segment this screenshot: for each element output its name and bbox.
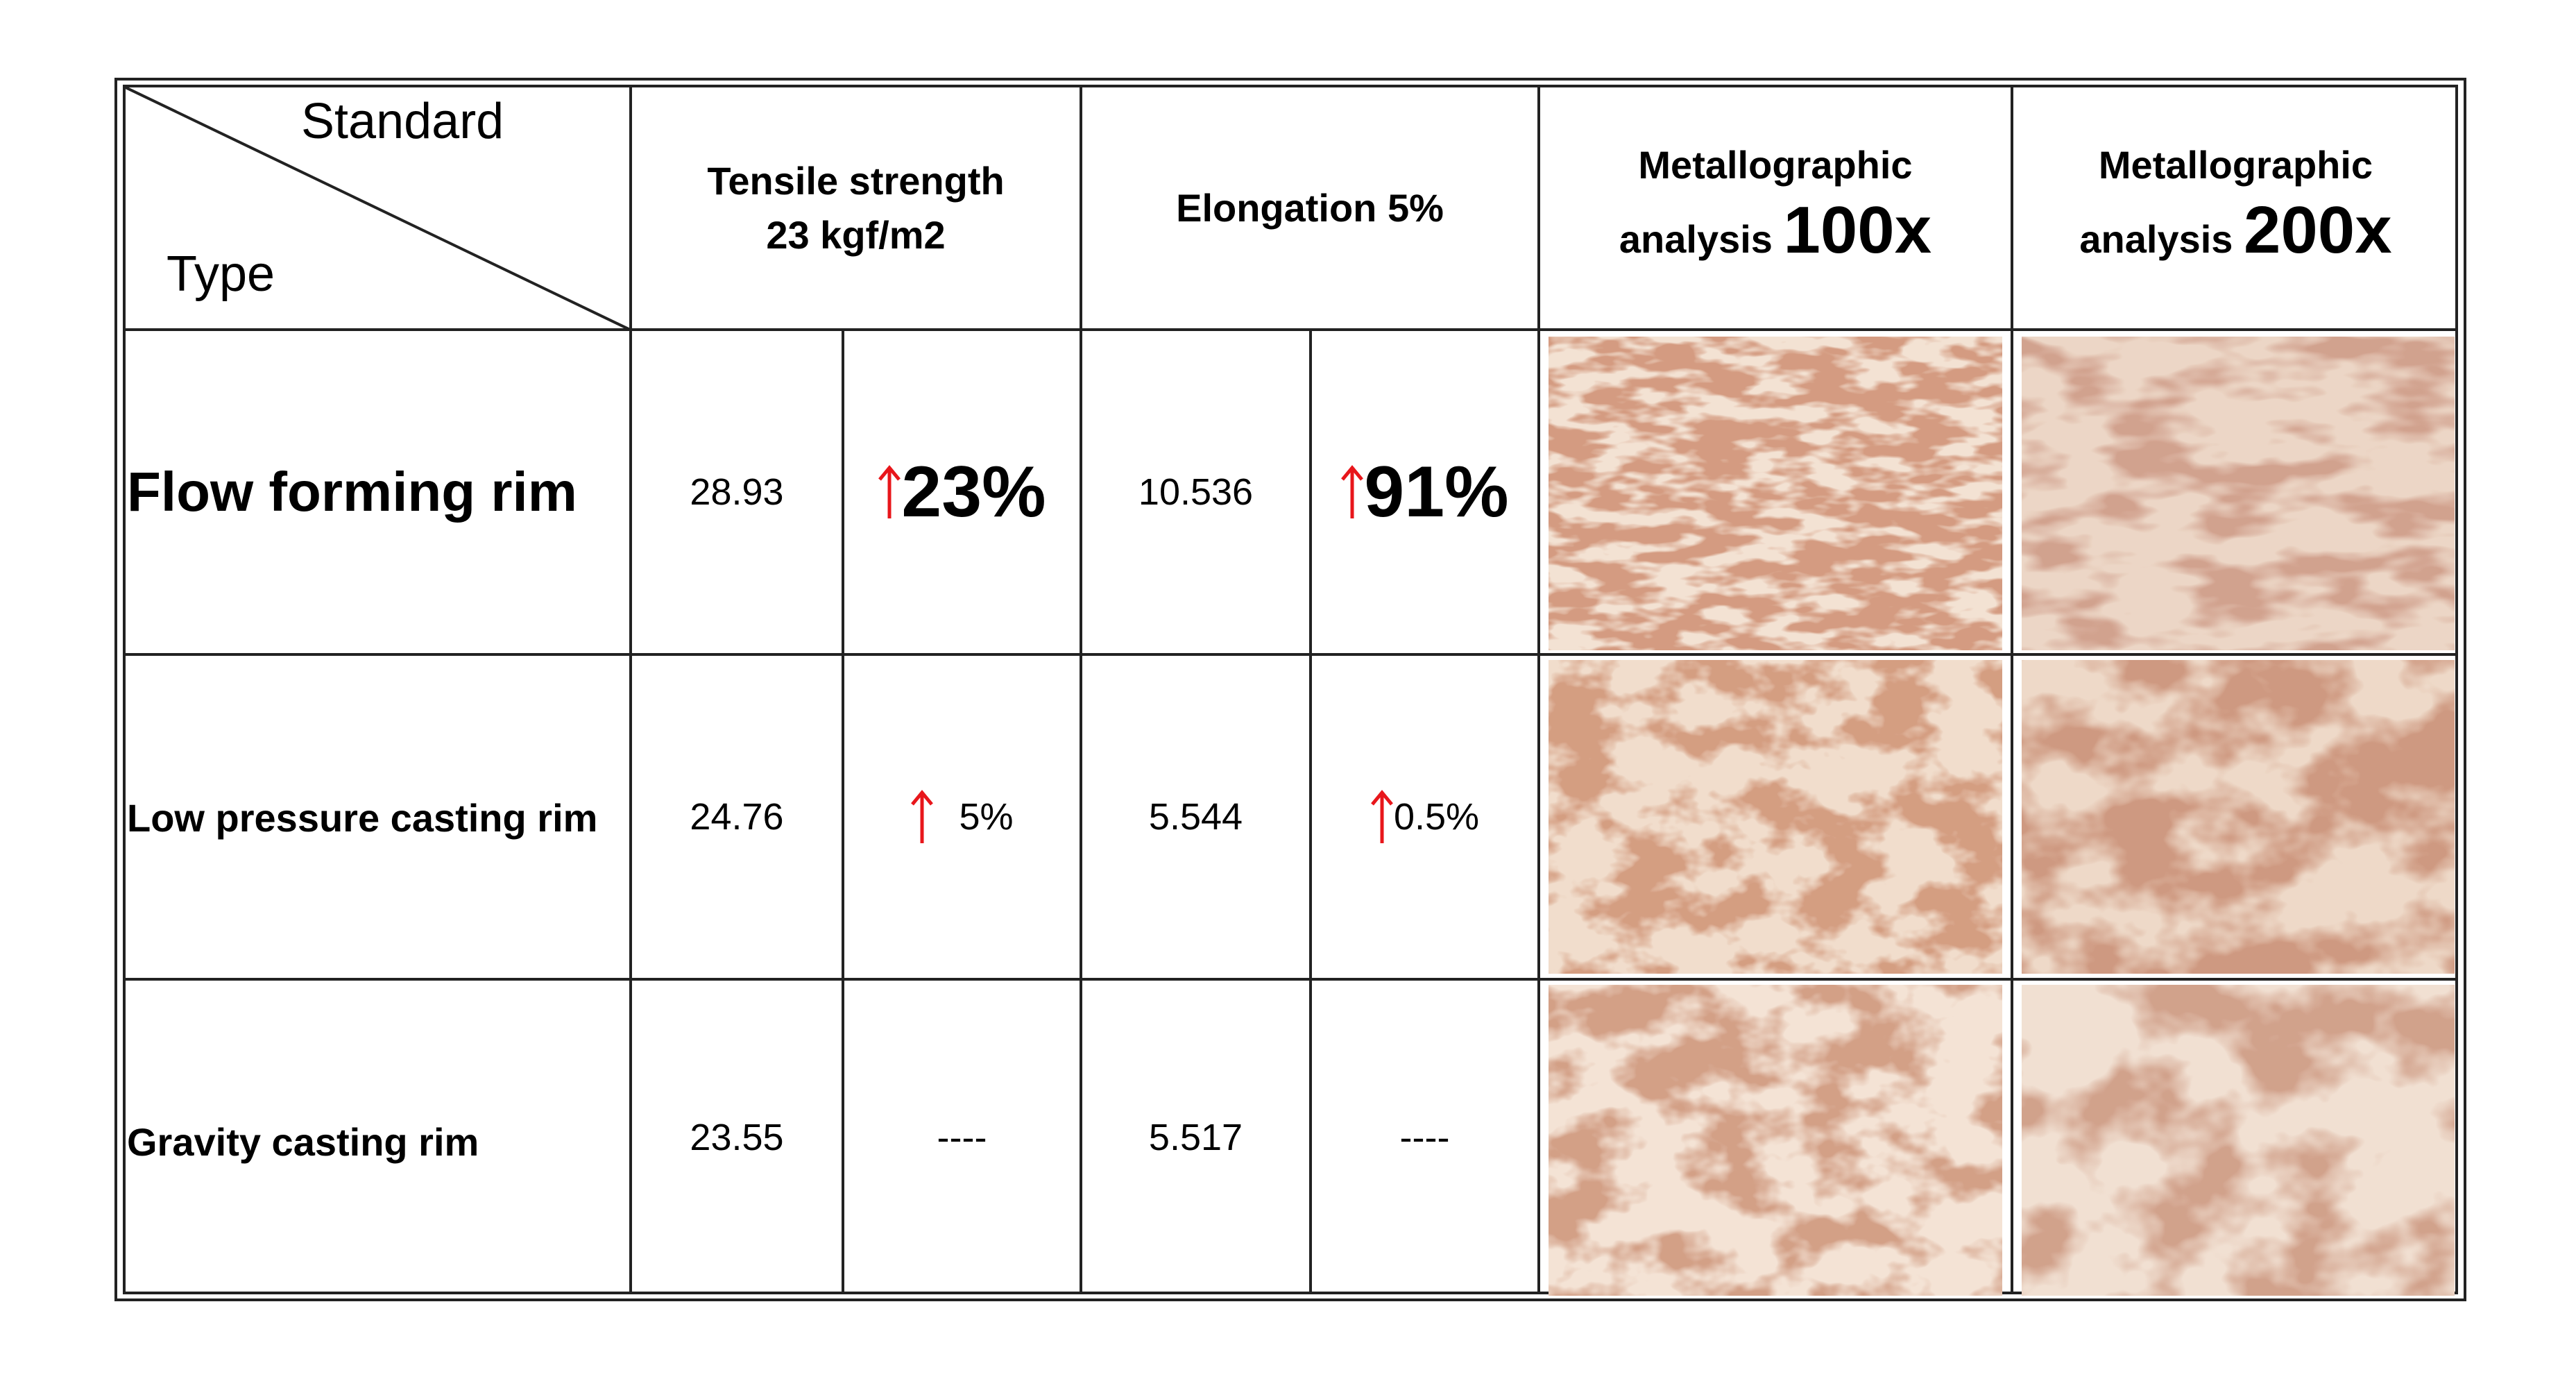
cell-elongation-change: 0.5% [1312,656,1537,978]
row-type-gravity: Gravity casting rim [127,1120,479,1164]
grid-line [123,328,2458,331]
cell-elongation-value: 10.536 [1138,471,1254,513]
header-metallo200-big: 200x [2244,193,2392,267]
cell-tensile-change: 5% [844,656,1080,978]
header-elongation-label: Elongation 5% [1176,185,1444,230]
table-inner-border [123,85,2458,1294]
header-metallo100-small: analysis [1619,217,1773,261]
grid-line [1309,330,1312,1294]
header-metallographic-100x: Metallographic analysis 100x [1540,87,2011,328]
header-metallo100-line2: analysis 100x [1619,192,1931,278]
micrograph-low-pressure-200x [2022,660,2455,974]
header-tensile-line2: 23 kgf/m2 [766,212,946,257]
micrograph-flow-forming-100x [1549,337,2002,650]
row-type-flow-forming: Flow forming rim [127,461,577,523]
cell-tensile-change: ---- [937,1117,987,1158]
cell-tensile-value: 28.93 [690,471,784,513]
cell-elongation-change: ---- [1399,1117,1450,1158]
header-elongation: Elongation 5% [1082,87,1537,328]
header-metallo200-line2: analysis 200x [2079,192,2391,278]
micrograph-flow-forming-200x [2022,337,2455,650]
grid-line [629,85,632,1294]
tensile-change-value: 5% [959,796,1014,838]
header-metallo100-big: 100x [1783,193,1932,267]
header-tensile-line1: Tensile strength [707,158,1005,203]
cell-tensile-value: 24.76 [690,796,784,838]
corner-label-standard: Standard [301,94,504,149]
grid-line [842,330,844,1294]
header-metallo100-line1: Metallographic [1638,143,1913,187]
cell-tensile-change: 23% [844,331,1080,653]
grid-line [1537,85,1540,1294]
header-metallo200-small: analysis [2079,217,2233,261]
cell-elongation-value: 5.517 [1148,1117,1243,1158]
header-tensile-strength: Tensile strength 23 kgf/m2 [632,87,1080,328]
cell-elongation-value: 5.544 [1148,796,1243,838]
table-outer-border [114,78,2466,1301]
up-arrow-icon [1340,464,1364,520]
grid-line [123,653,2458,656]
corner-label-type: Type [167,246,275,302]
header-diagonal-line [126,87,630,330]
header-metallographic-200x: Metallographic analysis 200x [2013,87,2458,328]
grid-line [123,978,2458,981]
row-type-low-pressure: Low pressure casting rim [127,796,598,840]
header-metallo200-line1: Metallographic [2098,143,2373,187]
up-arrow-icon [1370,789,1394,845]
grid-line [2011,85,2013,1294]
up-arrow-icon [910,789,934,845]
micrograph-low-pressure-100x [1549,660,2002,974]
cell-tensile-value: 23.55 [690,1117,784,1158]
elongation-change-value: 0.5% [1393,796,1480,838]
micrograph-gravity-100x [1549,985,2002,1296]
cell-elongation-change: 91% [1312,331,1537,653]
up-arrow-icon [878,464,901,520]
tensile-change-value: 23% [901,451,1046,532]
micrograph-gravity-200x [2022,985,2455,1296]
grid-line [1080,85,1082,1294]
elongation-change-value: 91% [1364,451,1509,532]
